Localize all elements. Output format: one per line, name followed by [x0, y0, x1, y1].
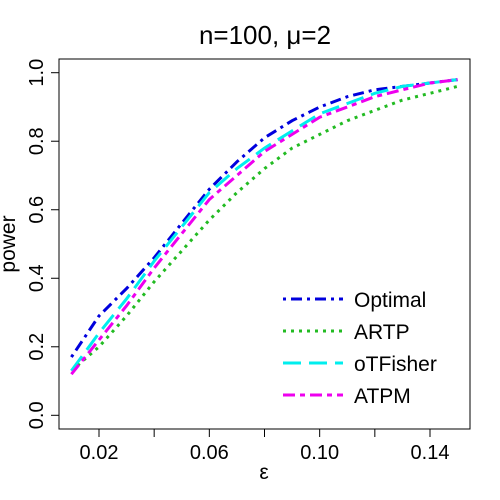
y-tick-label: 1.0 — [26, 59, 48, 87]
series-line-atpm — [70, 78, 458, 376]
y-axis-label: power — [0, 215, 20, 272]
series-line-otfisher — [70, 78, 458, 372]
legend: Optimal ARTP oTFisher ATPM — [283, 289, 437, 408]
y-tick-label: 0.0 — [26, 401, 48, 429]
series-layer — [70, 78, 458, 376]
x-tick-label: 0.10 — [300, 442, 339, 464]
chart-title: n=100, μ=2 — [199, 20, 331, 50]
y-tick-label: 0.8 — [26, 127, 48, 155]
y-tick-label: 0.6 — [26, 196, 48, 224]
y-tick-label: 0.4 — [26, 264, 48, 292]
y-tick-label: 0.2 — [26, 333, 48, 361]
y-axis: 0.0 0.2 0.4 0.6 0.8 1.0 — [26, 59, 60, 429]
x-axis-label: ε — [259, 461, 268, 484]
x-tick-label: 0.02 — [80, 442, 119, 464]
x-tick-label: 0.06 — [190, 442, 229, 464]
legend-label-optimal: Optimal — [354, 289, 426, 312]
legend-label-atpm: ATPM — [354, 385, 411, 408]
legend-label-artp: ARTP — [354, 321, 410, 344]
x-axis: 0.02 0.06 0.10 0.14 — [80, 428, 450, 464]
x-tick-label: 0.14 — [411, 442, 450, 464]
legend-label-otfisher: oTFisher — [354, 353, 437, 376]
series-line-optimal — [70, 78, 458, 358]
series-line-artp — [70, 84, 458, 372]
